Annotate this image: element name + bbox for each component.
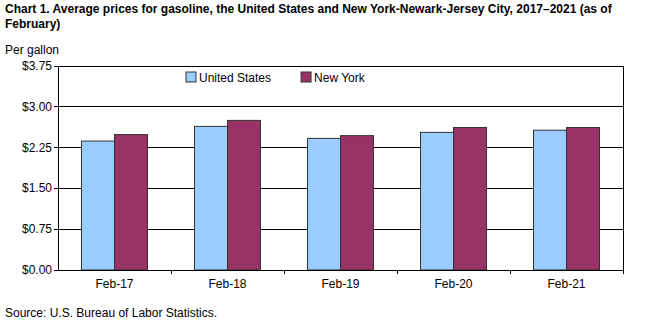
bar (195, 126, 228, 270)
x-tick (623, 270, 624, 274)
y-tick-label: $0.75 (22, 222, 52, 236)
plot-frame (58, 66, 623, 270)
legend-label: United States (199, 71, 271, 85)
source: Source: U.S. Bureau of Labor Statistics. (5, 306, 217, 320)
x-tick-label: Feb-21 (547, 277, 585, 291)
bar (82, 141, 115, 270)
y-tick (54, 106, 58, 107)
bar (115, 135, 148, 270)
x-tick (284, 270, 285, 274)
bar (341, 136, 374, 270)
bars (82, 120, 600, 270)
grid-line (58, 106, 623, 107)
bar (534, 130, 567, 270)
bar (421, 132, 454, 270)
bar (567, 127, 600, 270)
bar (228, 120, 261, 270)
legend: United States New York (186, 71, 366, 85)
y-tick-label: $2.25 (22, 141, 52, 155)
y-tick-label: $0.00 (22, 263, 52, 277)
x-tick (510, 270, 511, 274)
x-tick-label: Feb-19 (321, 277, 359, 291)
y-tick (54, 229, 58, 230)
x-tick-label: Feb-17 (95, 277, 133, 291)
bar (454, 127, 487, 270)
y-tick (54, 270, 58, 271)
y-tick (54, 188, 58, 189)
y-tick-label: $1.50 (22, 181, 52, 195)
x-tick (397, 270, 398, 274)
chart: $0.00 $0.75 $1.50 $2.25 $3.00 $3.75 Feb-17 Feb-… (0, 0, 663, 323)
x-tick-label: Feb-20 (434, 277, 472, 291)
y-tick-label: $3.75 (22, 59, 52, 73)
y-tick-label: $3.00 (22, 100, 52, 114)
legend-swatch (186, 72, 196, 82)
legend-swatch (301, 72, 311, 82)
x-tick (171, 270, 172, 274)
bar (308, 138, 341, 270)
y-axis-label: Per gallon (5, 43, 59, 57)
y-tick (54, 147, 58, 148)
legend-label: New York (314, 71, 366, 85)
x-tick-label: Feb-18 (208, 277, 246, 291)
plot-area (58, 66, 623, 270)
title: Chart 1. Average prices for gasoline, th… (5, 2, 615, 32)
y-tick (54, 66, 58, 67)
